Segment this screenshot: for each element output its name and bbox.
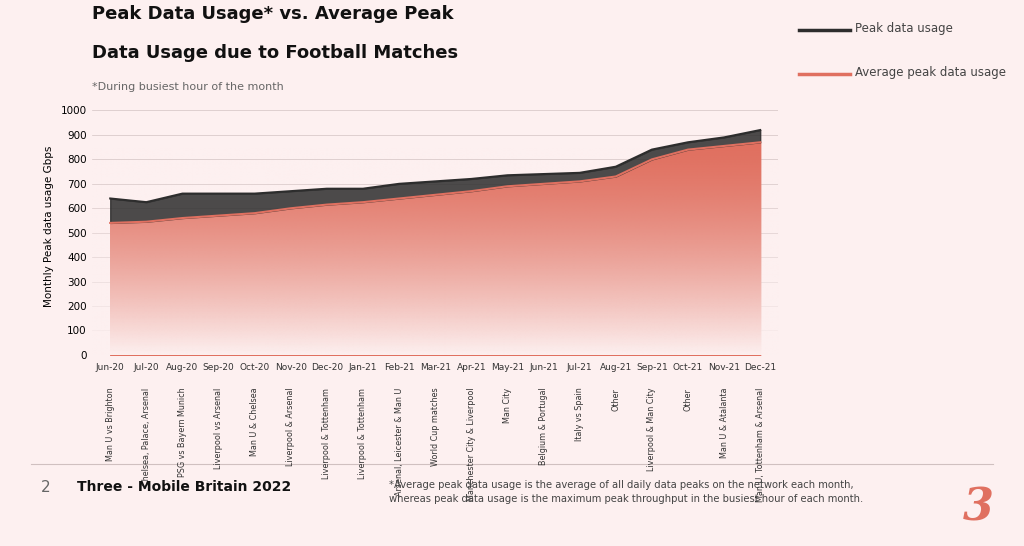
Text: Jul-20: Jul-20 bbox=[133, 363, 159, 372]
Text: Average peak data usage: Average peak data usage bbox=[855, 66, 1006, 79]
Text: Sep-20: Sep-20 bbox=[203, 363, 234, 372]
Text: Aug-21: Aug-21 bbox=[600, 363, 632, 372]
Text: Liverpool & Arsenal: Liverpool & Arsenal bbox=[287, 388, 295, 466]
Text: Jan-21: Jan-21 bbox=[349, 363, 377, 372]
Text: 3: 3 bbox=[963, 486, 993, 529]
Text: Man City: Man City bbox=[503, 388, 512, 423]
Text: Manchester City & Liverpool: Manchester City & Liverpool bbox=[467, 388, 476, 501]
Text: 2: 2 bbox=[41, 480, 50, 495]
Text: Aug-20: Aug-20 bbox=[166, 363, 199, 372]
Text: Other: Other bbox=[611, 388, 621, 411]
Text: Belgium & Portugal: Belgium & Portugal bbox=[539, 388, 548, 465]
Y-axis label: Monthly Peak data usage Gbps: Monthly Peak data usage Gbps bbox=[44, 146, 53, 307]
Text: Man U, Tottenham & Arsenal: Man U, Tottenham & Arsenal bbox=[756, 388, 765, 502]
Text: Apr-21: Apr-21 bbox=[457, 363, 486, 372]
Text: Arsenal, Leicester & Man U: Arsenal, Leicester & Man U bbox=[394, 388, 403, 496]
Text: Jun-20: Jun-20 bbox=[96, 363, 125, 372]
Text: Dec-21: Dec-21 bbox=[744, 363, 776, 372]
Text: Feb-21: Feb-21 bbox=[384, 363, 415, 372]
Text: Man U vs Brighton: Man U vs Brighton bbox=[105, 388, 115, 461]
Text: Jul-21: Jul-21 bbox=[567, 363, 593, 372]
Text: Liverpool & Tottenham: Liverpool & Tottenham bbox=[358, 388, 368, 479]
Text: Peak Data Usage* vs. Average Peak: Peak Data Usage* vs. Average Peak bbox=[92, 5, 454, 23]
Text: Data Usage due to Football Matches: Data Usage due to Football Matches bbox=[92, 44, 459, 62]
Text: PSG vs Bayern Munich: PSG vs Bayern Munich bbox=[178, 388, 187, 477]
Text: Liverpool & Man City: Liverpool & Man City bbox=[647, 388, 656, 471]
Text: Man U & Chelsea: Man U & Chelsea bbox=[250, 388, 259, 456]
Text: May-21: May-21 bbox=[490, 363, 524, 372]
Text: *During busiest hour of the month: *During busiest hour of the month bbox=[92, 82, 284, 92]
Text: Mar-21: Mar-21 bbox=[420, 363, 451, 372]
Text: Nov-20: Nov-20 bbox=[274, 363, 307, 372]
Text: Three - Mobile Britain 2022: Three - Mobile Britain 2022 bbox=[77, 480, 291, 495]
Text: Liverpool vs Arsenal: Liverpool vs Arsenal bbox=[214, 388, 223, 469]
Text: *Average peak data usage is the average of all daily data peaks on the network e: *Average peak data usage is the average … bbox=[389, 480, 863, 505]
Text: World Cup matches: World Cup matches bbox=[431, 388, 439, 466]
Text: Man U & Atalanta: Man U & Atalanta bbox=[720, 388, 728, 458]
Text: Dec-20: Dec-20 bbox=[311, 363, 343, 372]
Text: Other: Other bbox=[683, 388, 692, 411]
Text: Liverpool & Tottenham: Liverpool & Tottenham bbox=[323, 388, 332, 479]
Text: Chelsea, Palace, Arsenal: Chelsea, Palace, Arsenal bbox=[142, 388, 151, 486]
Text: Jun-21: Jun-21 bbox=[529, 363, 558, 372]
Text: Peak data usage: Peak data usage bbox=[855, 22, 953, 35]
Text: Nov-21: Nov-21 bbox=[708, 363, 740, 372]
Text: Oct-21: Oct-21 bbox=[673, 363, 703, 372]
Text: Sep-21: Sep-21 bbox=[636, 363, 668, 372]
Text: Italy vs Spain: Italy vs Spain bbox=[575, 388, 584, 441]
Text: Oct-20: Oct-20 bbox=[240, 363, 269, 372]
